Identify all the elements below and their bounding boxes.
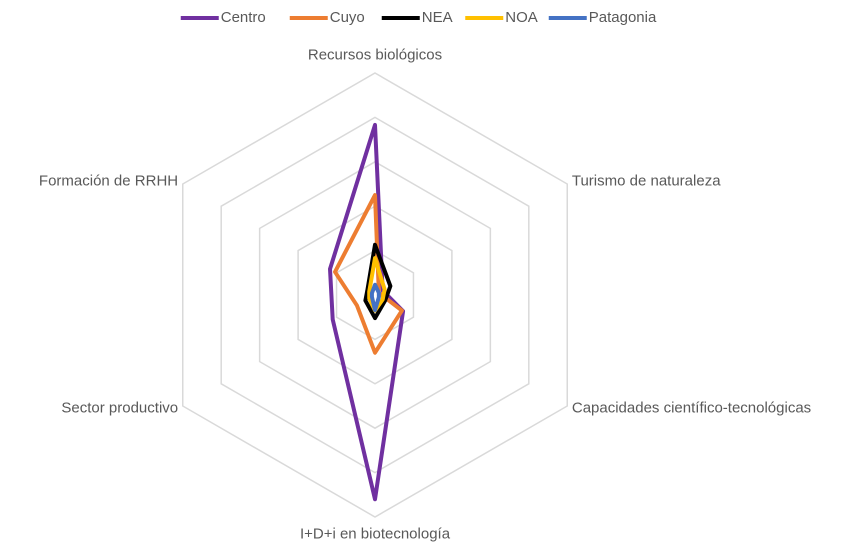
series-line xyxy=(363,242,393,321)
legend-label: NEA xyxy=(422,9,453,26)
axis-label: Turismo de naturaleza xyxy=(572,172,721,189)
axis-label: Recursos biológicos xyxy=(308,47,442,64)
axis-label: Formación de RRHH xyxy=(39,172,178,189)
grid-ring xyxy=(220,116,530,474)
grid-ring xyxy=(258,160,492,430)
series-line xyxy=(369,282,381,313)
legend-label: Cuyo xyxy=(330,9,365,26)
grid-ring xyxy=(297,205,453,385)
axis-label: Sector productivo xyxy=(61,400,178,417)
axis-label: Capacidades científico-tecnológicas xyxy=(572,400,811,417)
axis-label: I+D+i en biotecnología xyxy=(300,525,451,542)
legend-label: Centro xyxy=(221,9,266,26)
legend-label: Patagonia xyxy=(589,9,657,26)
legend-label: NOA xyxy=(505,9,538,26)
grid-ring xyxy=(181,72,569,518)
